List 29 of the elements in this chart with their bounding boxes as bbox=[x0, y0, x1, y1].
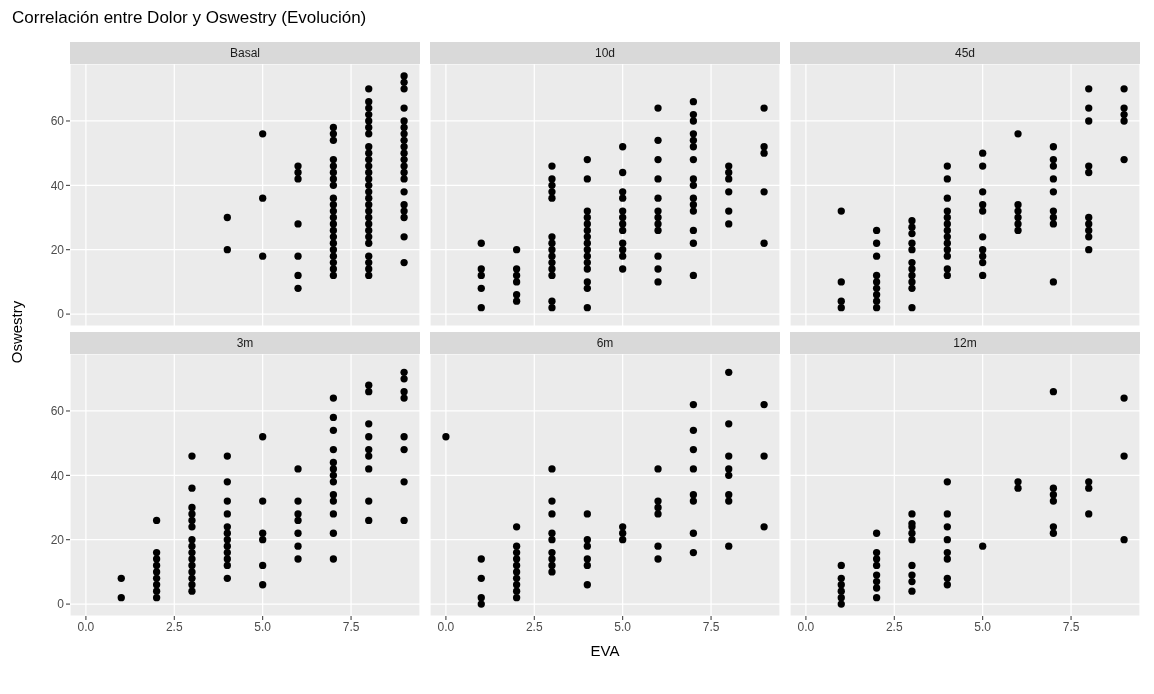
x-tick-label: 2.5 bbox=[885, 619, 903, 634]
x-tick-label: 5.0 bbox=[614, 619, 632, 634]
y-tick-label: 0 bbox=[57, 307, 65, 322]
x-tick-label: 7.5 bbox=[1062, 619, 1080, 634]
y-tick-label: 0 bbox=[57, 597, 65, 612]
x-tick-label: 0.0 bbox=[77, 619, 95, 634]
chart-title: 6m bbox=[430, 332, 780, 354]
x-tick-label: 0.0 bbox=[797, 619, 815, 634]
x-tick-label: 0.0 bbox=[437, 619, 455, 634]
y-tick-label: 60 bbox=[50, 404, 65, 419]
x-tick-label: 7.5 bbox=[702, 619, 720, 634]
x-axis-title: EVA bbox=[589, 642, 621, 659]
x-tick-label: 5.0 bbox=[974, 619, 992, 634]
text: Correlación entre Dolor y Oswestry (Evolución) bbox=[12, 8, 367, 28]
y-axis-title: Oswestry bbox=[8, 299, 26, 366]
x-tick-label: 5.0 bbox=[254, 619, 272, 634]
chart-title: 12m bbox=[790, 332, 1140, 354]
x-tick-label: 2.5 bbox=[525, 619, 543, 634]
chart-title: 45d bbox=[790, 42, 1140, 64]
y-tick-label: 20 bbox=[50, 242, 65, 257]
chart-title: 10d bbox=[430, 42, 780, 64]
chart-title: Basal bbox=[70, 42, 420, 64]
y-tick-label: 40 bbox=[50, 468, 65, 483]
x-tick-label: 2.5 bbox=[165, 619, 183, 634]
y-tick-label: 40 bbox=[50, 178, 65, 193]
y-tick-label: 20 bbox=[50, 532, 65, 547]
y-tick-label: 60 bbox=[50, 114, 65, 129]
x-tick-label: 7.5 bbox=[342, 619, 360, 634]
chart-title: 3m bbox=[70, 332, 420, 354]
